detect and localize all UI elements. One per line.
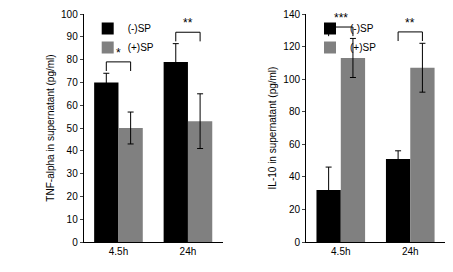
svg-text:100: 100 bbox=[61, 9, 78, 20]
svg-text:(+)SP: (+)SP bbox=[128, 42, 154, 53]
svg-text:24h: 24h bbox=[180, 246, 197, 257]
svg-text:0: 0 bbox=[72, 237, 78, 248]
svg-text:20: 20 bbox=[289, 204, 301, 215]
svg-text:*: * bbox=[116, 46, 121, 60]
svg-text:70: 70 bbox=[67, 77, 79, 88]
svg-text:**: ** bbox=[405, 16, 415, 30]
svg-text:80: 80 bbox=[289, 106, 301, 117]
svg-text:30: 30 bbox=[67, 168, 79, 179]
svg-text:60: 60 bbox=[67, 100, 79, 111]
svg-text:IL-10 in supernatant (pg/ml): IL-10 in supernatant (pg/ml) bbox=[267, 67, 278, 190]
svg-text:4.5h: 4.5h bbox=[109, 246, 128, 257]
svg-text:10: 10 bbox=[67, 214, 79, 225]
svg-text:**: ** bbox=[183, 16, 193, 30]
svg-text:4.5h: 4.5h bbox=[331, 246, 350, 257]
svg-text:(-)SP: (-)SP bbox=[350, 23, 374, 34]
svg-text:100: 100 bbox=[283, 74, 300, 85]
svg-text:40: 40 bbox=[289, 171, 301, 182]
svg-text:0: 0 bbox=[294, 237, 300, 248]
svg-text:140: 140 bbox=[283, 9, 300, 20]
svg-text:60: 60 bbox=[289, 139, 301, 150]
svg-text:TNF-alpha in supernatant (pg/m: TNF-alpha in supernatant (pg/ml) bbox=[45, 54, 56, 201]
svg-text:20: 20 bbox=[67, 191, 79, 202]
svg-text:(-)SP: (-)SP bbox=[128, 23, 152, 34]
svg-text:***: *** bbox=[334, 11, 348, 25]
svg-text:80: 80 bbox=[67, 54, 79, 65]
svg-text:40: 40 bbox=[67, 145, 79, 156]
svg-text:120: 120 bbox=[283, 41, 300, 52]
svg-text:90: 90 bbox=[67, 31, 79, 42]
svg-text:(+)SP: (+)SP bbox=[350, 42, 376, 53]
svg-text:50: 50 bbox=[67, 123, 79, 134]
svg-text:24h: 24h bbox=[402, 246, 419, 257]
